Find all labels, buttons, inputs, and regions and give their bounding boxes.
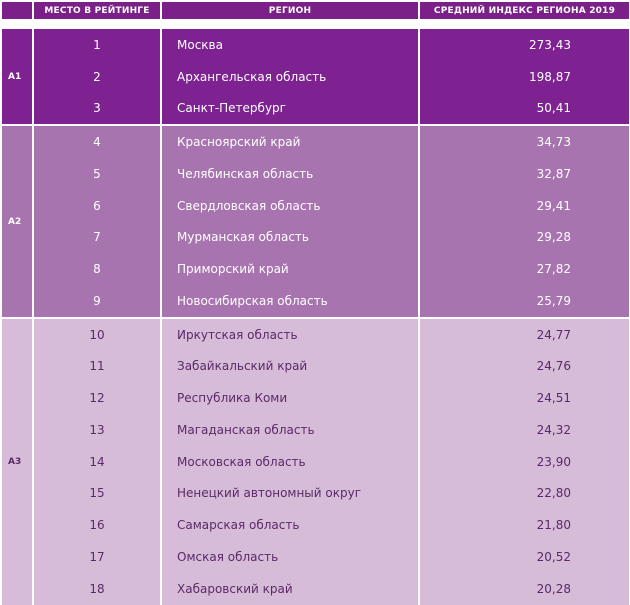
table-row: 14 Московская область 23,90 xyxy=(2,445,629,478)
rank-cell: 11 xyxy=(32,350,161,383)
index-cell: 23,90 xyxy=(418,445,629,478)
table-row: 15 Ненецкий автономный округ 22,80 xyxy=(2,477,629,510)
index-cell: 34,73 xyxy=(418,124,629,158)
rank-cell: 4 xyxy=(32,124,161,158)
index-cell: 24,32 xyxy=(418,414,629,446)
table-row: 5 Челябинская область 32,87 xyxy=(2,158,629,190)
region-cell: Магаданская область xyxy=(160,414,419,446)
index-cell: 21,80 xyxy=(418,509,629,541)
table-header: МЕСТО В РЕЙТИНГЕ РЕГИОН СРЕДНИЙ ИНДЕКС Р… xyxy=(2,2,629,19)
index-column-header: СРЕДНИЙ ИНДЕКС РЕГИОНА 2019 xyxy=(418,2,629,19)
rank-cell: 8 xyxy=(32,253,161,285)
rating-table: A1 1 Москва 273,43 2 Архангельская облас… xyxy=(2,29,629,605)
table-row: 7 Мурманская область 29,28 xyxy=(2,221,629,254)
region-cell: Москва xyxy=(160,29,419,61)
group-label-a2: A2 xyxy=(2,124,33,318)
table-row: 8 Приморский край 27,82 xyxy=(2,253,629,285)
region-cell: Приморский край xyxy=(160,253,419,285)
group-label-a3: A3 xyxy=(2,316,33,605)
rank-cell: 15 xyxy=(32,477,161,510)
rank-cell: 7 xyxy=(32,221,161,254)
table-row: A1 1 Москва 273,43 xyxy=(2,29,629,126)
region-cell: Иркутская область xyxy=(160,316,419,351)
table-row: 18 Хабаровский край 20,28 xyxy=(2,572,629,605)
region-cell: Республика Коми xyxy=(160,382,419,414)
rank-cell: 9 xyxy=(32,285,161,318)
index-cell: 20,52 xyxy=(418,541,629,573)
table-row: 6 Свердловская область 29,41 xyxy=(2,189,629,222)
rank-cell: 2 xyxy=(32,60,161,93)
index-cell: 20,28 xyxy=(418,572,629,605)
table-row: A3 10 Иркутская область 24,77 xyxy=(2,316,629,605)
region-cell: Архангельская область xyxy=(160,60,419,93)
region-cell: Московская область xyxy=(160,445,419,478)
region-cell: Новосибирская область xyxy=(160,285,419,318)
rank-cell: 6 xyxy=(32,189,161,222)
table-row: 3 Санкт-Петербург 50,41 xyxy=(2,92,629,126)
index-cell: 24,51 xyxy=(418,382,629,414)
rank-cell: 18 xyxy=(32,572,161,605)
table-row: 17 Омская область 20,52 xyxy=(2,541,629,573)
group-column-header xyxy=(2,2,33,19)
index-cell: 22,80 xyxy=(418,477,629,510)
rank-column-header: МЕСТО В РЕЙТИНГЕ xyxy=(32,2,161,19)
region-cell: Челябинская область xyxy=(160,158,419,190)
index-cell: 24,76 xyxy=(418,350,629,383)
rank-cell: 12 xyxy=(32,382,161,414)
region-cell: Санкт-Петербург xyxy=(160,92,419,126)
table-row: A2 4 Красноярский край 34,73 xyxy=(2,124,629,318)
rank-cell: 16 xyxy=(32,509,161,541)
table-row: 12 Республика Коми 24,51 xyxy=(2,382,629,414)
rank-cell: 1 xyxy=(32,29,161,61)
region-cell: Ненецкий автономный округ xyxy=(160,477,419,510)
rank-cell: 13 xyxy=(32,414,161,446)
index-cell: 273,43 xyxy=(418,29,629,61)
table-row: 16 Самарская область 21,80 xyxy=(2,509,629,541)
table-row: 13 Магаданская область 24,32 xyxy=(2,414,629,446)
index-cell: 24,77 xyxy=(418,316,629,351)
index-cell: 29,28 xyxy=(418,221,629,254)
region-cell: Мурманская область xyxy=(160,221,419,254)
region-cell: Красноярский край xyxy=(160,124,419,158)
rank-cell: 5 xyxy=(32,158,161,190)
rank-cell: 10 xyxy=(32,316,161,351)
index-cell: 50,41 xyxy=(418,92,629,126)
index-cell: 29,41 xyxy=(418,189,629,222)
table-row: 9 Новосибирская область 25,79 xyxy=(2,285,629,318)
table-row: 11 Забайкальский край 24,76 xyxy=(2,350,629,383)
region-cell: Забайкальский край xyxy=(160,350,419,383)
region-cell: Хабаровский край xyxy=(160,572,419,605)
rank-cell: 14 xyxy=(32,445,161,478)
index-cell: 32,87 xyxy=(418,158,629,190)
rank-cell: 17 xyxy=(32,541,161,573)
index-cell: 198,87 xyxy=(418,60,629,93)
region-cell: Свердловская область xyxy=(160,189,419,222)
table-row: 2 Архангельская область 198,87 xyxy=(2,60,629,93)
group-label-a1: A1 xyxy=(2,29,33,126)
region-column-header: РЕГИОН xyxy=(160,2,419,19)
region-cell: Омская область xyxy=(160,541,419,573)
index-cell: 25,79 xyxy=(418,285,629,318)
region-cell: Самарская область xyxy=(160,509,419,541)
index-cell: 27,82 xyxy=(418,253,629,285)
rank-cell: 3 xyxy=(32,92,161,126)
